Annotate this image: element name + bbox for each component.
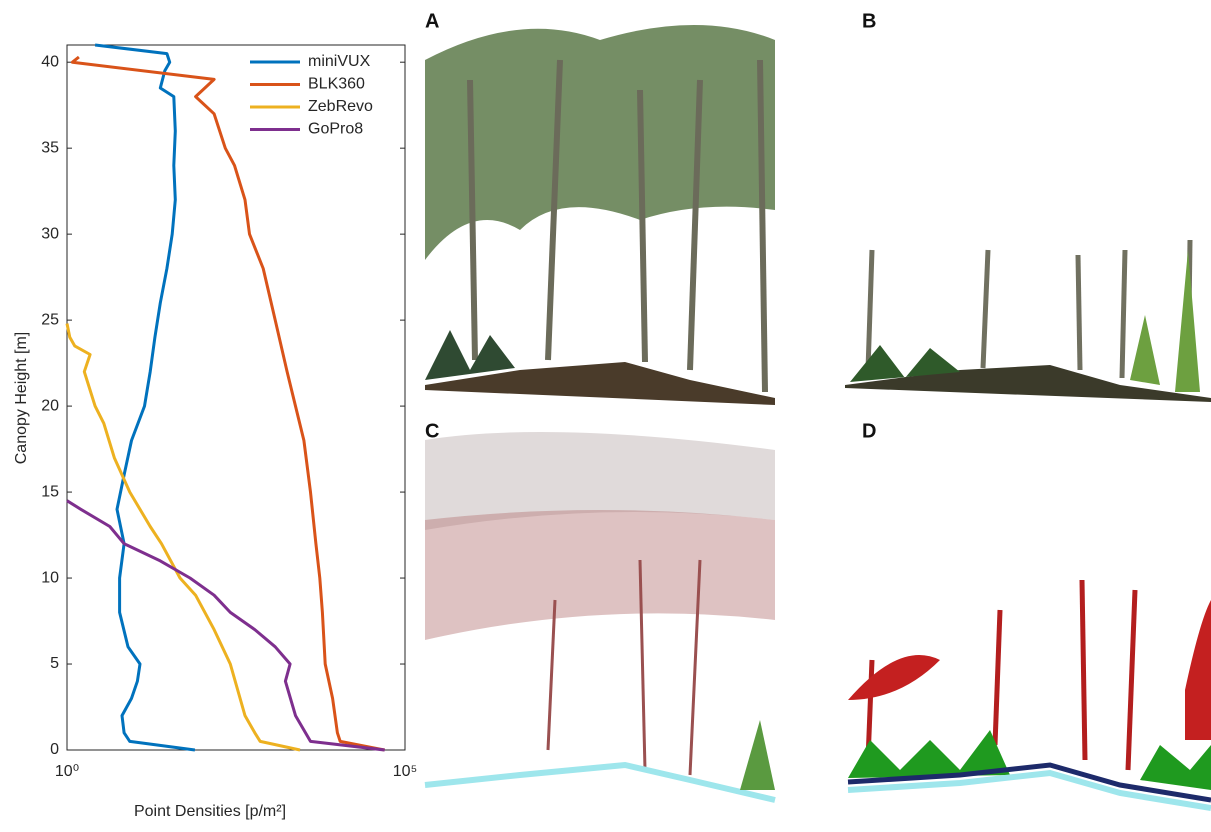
panel-a: A — [425, 10, 775, 405]
legend-label: BLK360 — [308, 76, 365, 93]
x-axis-label: Point Densities [p/m²] — [134, 803, 286, 820]
panel-c: C — [424, 420, 776, 803]
legend-label: ZebRevo — [308, 98, 373, 115]
panel-label: C — [425, 420, 439, 442]
plot-area — [66, 44, 406, 751]
y-tick-label: 30 — [41, 225, 59, 242]
series-line — [70, 55, 385, 752]
series-line — [66, 499, 385, 752]
panel-d: D — [847, 420, 1211, 811]
legend-label: GoPro8 — [308, 121, 363, 138]
series-line — [94, 43, 196, 752]
series-line — [65, 323, 301, 752]
legend-label: miniVUX — [308, 53, 371, 70]
y-tick-label: 10 — [41, 569, 59, 586]
x-tick-label: 10⁵ — [393, 763, 417, 780]
y-tick-label: 0 — [50, 741, 59, 758]
y-axis-label: Canopy Height [m] — [13, 332, 30, 465]
panel-b: B — [845, 10, 1211, 402]
panel-label: D — [862, 420, 876, 442]
y-tick-label: 25 — [41, 311, 59, 328]
y-tick-label: 5 — [50, 655, 59, 672]
panel-label: A — [425, 10, 439, 32]
y-tick-label: 35 — [41, 139, 59, 156]
panel-label: B — [862, 10, 876, 32]
point-cloud-panels: A B C D — [424, 10, 1211, 811]
y-tick-label: 40 — [41, 53, 59, 70]
y-tick-label: 15 — [41, 483, 59, 500]
y-tick-label: 20 — [41, 397, 59, 414]
x-tick-label: 10⁰ — [55, 763, 79, 780]
